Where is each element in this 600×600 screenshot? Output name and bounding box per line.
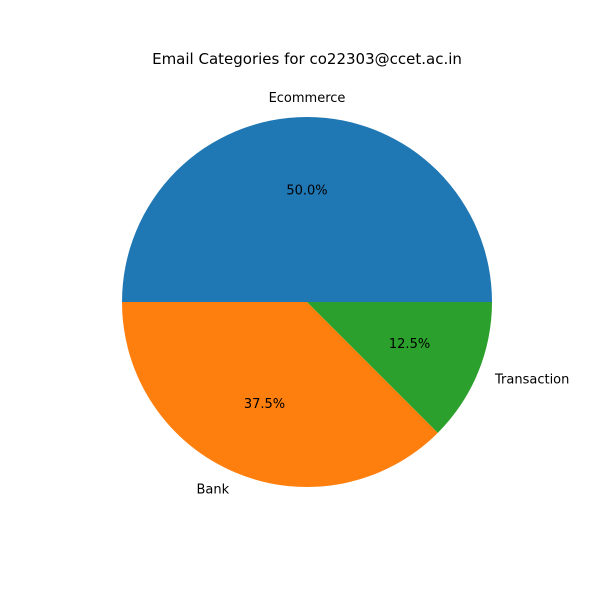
pie-labels: Ecommerce 50.0% Bank 37.5% Transaction 12.5%	[196, 91, 569, 498]
chart-title: Email Categories for co22303@ccet.ac.in	[152, 50, 462, 68]
slice-label-ecommerce: Ecommerce	[269, 91, 346, 106]
pie-slice-bank	[122, 302, 438, 488]
slice-percent-transaction: 12.5%	[389, 337, 430, 352]
pie-slice-transaction	[307, 302, 492, 433]
pie-slices	[122, 117, 492, 488]
slice-label-bank: Bank	[196, 483, 229, 498]
slice-label-transaction: Transaction	[494, 372, 569, 387]
slice-percent-ecommerce: 50.0%	[286, 184, 327, 199]
slice-percent-bank: 37.5%	[244, 397, 285, 412]
pie-slice-ecommerce	[122, 117, 492, 302]
